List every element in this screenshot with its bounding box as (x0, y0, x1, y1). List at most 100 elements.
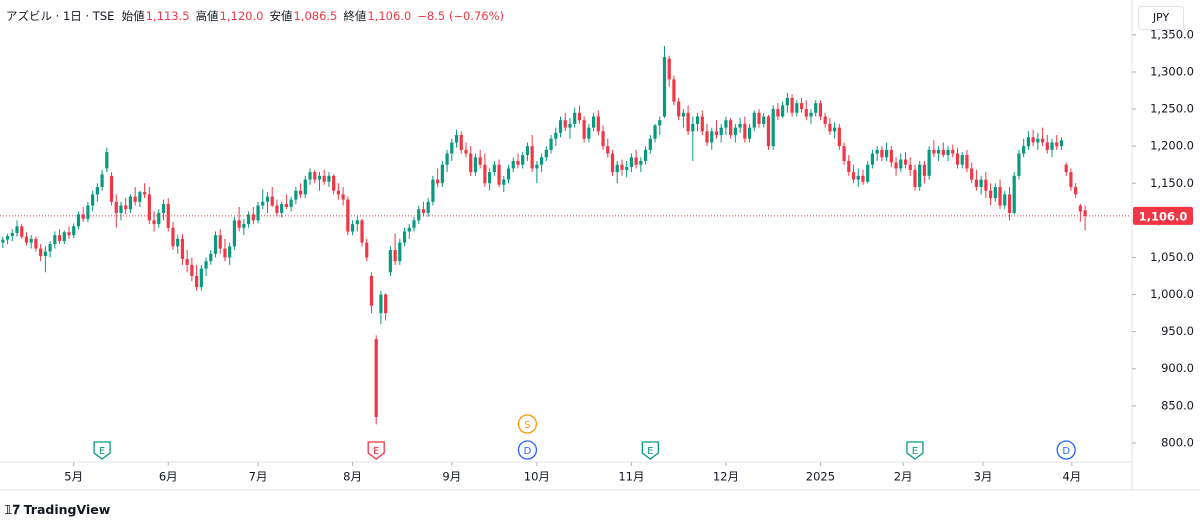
candle-body (294, 190, 298, 200)
candle-body (407, 227, 411, 232)
candle-body (752, 112, 756, 128)
candle-body (436, 179, 440, 184)
candle-body (1064, 164, 1068, 173)
candle-body (393, 250, 397, 262)
candle-body (29, 238, 33, 243)
x-tick-label: 3月 (974, 470, 993, 484)
candle-body (606, 146, 610, 154)
candle-body (591, 116, 596, 128)
candle-body (544, 149, 548, 158)
candle-body (1003, 194, 1007, 206)
candle-body (1083, 210, 1087, 216)
candle-body (237, 220, 241, 228)
candle-body (842, 146, 846, 161)
candle-body (601, 131, 605, 147)
y-tick-label: 1,200.0 (1150, 139, 1194, 153)
candle-body (86, 205, 90, 219)
candle-body (454, 135, 459, 143)
candle-body (1, 239, 5, 243)
candle-body (927, 149, 931, 176)
y-tick-label: 900.0 (1161, 361, 1194, 375)
candle-body (974, 179, 979, 187)
brand-name: TradingView (23, 502, 111, 517)
candle-body (625, 166, 629, 170)
candle-body (710, 131, 714, 143)
candle-body (450, 142, 454, 154)
candle-body (662, 57, 667, 117)
candle-body (459, 135, 463, 150)
event-marker[interactable]: E (641, 441, 659, 460)
y-tick-label: 1,250.0 (1150, 102, 1194, 116)
candle-body (105, 152, 109, 169)
field-label: 終値 (343, 9, 367, 23)
candle-body (10, 232, 14, 236)
candle-body (837, 127, 841, 147)
candle-body (875, 149, 879, 154)
candle-body (615, 164, 619, 173)
candle-body (24, 236, 29, 243)
candle-body (747, 127, 752, 139)
x-tick-label: 9月 (442, 470, 461, 484)
candle-body (53, 235, 57, 245)
candle-body (828, 123, 832, 132)
field-value: 1,106.0 (367, 9, 412, 23)
candle-body (700, 116, 704, 132)
candle-body (332, 175, 336, 191)
x-tick-label: 7月 (249, 470, 268, 484)
candle-body (138, 192, 142, 202)
candle-body (634, 157, 638, 165)
currency-button[interactable]: JPY (1138, 6, 1184, 30)
event-label: E (647, 446, 653, 457)
candle-body (43, 251, 47, 256)
candle-body (341, 194, 345, 200)
event-marker[interactable]: E (906, 441, 924, 460)
candle-body (795, 103, 799, 113)
candle-body (1036, 138, 1040, 143)
candle-body (672, 79, 676, 102)
candle-body (275, 205, 279, 213)
candle-body (1017, 153, 1021, 176)
candle-body (72, 226, 76, 236)
candle-body (951, 149, 955, 154)
candle-body (180, 238, 185, 259)
candle-body (903, 159, 908, 165)
legend-header: アズビル · 1日 · TSE 始値1,113.5 高値1,120.0 安値1,08… (6, 8, 510, 24)
candle-body (100, 174, 104, 187)
candle-body (1007, 194, 1012, 213)
candle-body (440, 164, 444, 184)
candle-body (67, 232, 71, 236)
y-tick-label: 950.0 (1161, 324, 1194, 338)
candle-body (757, 112, 761, 124)
candle-body (993, 186, 997, 199)
y-tick-label: 1,150.0 (1150, 176, 1194, 190)
event-label: S (524, 420, 530, 431)
candle-body (781, 105, 785, 117)
event-label: E (373, 446, 379, 457)
event-marker[interactable]: S (517, 414, 538, 434)
candle-body (540, 157, 544, 165)
candle-body (856, 175, 860, 180)
candle-body (799, 103, 804, 110)
candle-body (402, 231, 407, 243)
candle-body (62, 232, 66, 242)
candle-body (426, 201, 430, 213)
candle-body (124, 205, 128, 210)
candle-body (185, 258, 189, 265)
candle-body (955, 153, 960, 165)
candle-body (823, 116, 827, 124)
x-tick-label: 6月 (159, 470, 178, 484)
event-marker[interactable]: D (1056, 440, 1076, 460)
candle-body (785, 97, 789, 106)
event-marker[interactable]: E (93, 441, 111, 460)
candle-body (941, 149, 945, 156)
x-tick-label: 5月 (64, 470, 83, 484)
x-tick-label: 8月 (343, 470, 362, 484)
candle-body (639, 161, 643, 165)
event-marker[interactable]: D (517, 440, 538, 460)
candle-body (629, 157, 634, 167)
candle-body (251, 214, 255, 221)
event-marker[interactable]: E (367, 441, 385, 460)
x-tick-label: 4月 (1062, 470, 1081, 484)
candle-body (280, 204, 284, 213)
